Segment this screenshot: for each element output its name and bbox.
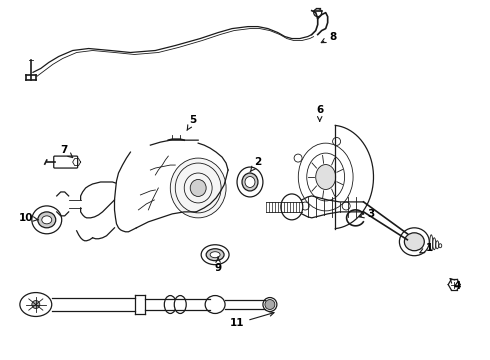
Ellipse shape (32, 206, 62, 234)
Ellipse shape (316, 165, 336, 189)
Text: 4: 4 (450, 279, 461, 291)
Text: 5: 5 (187, 115, 197, 130)
Text: 11: 11 (230, 312, 274, 328)
Text: 3: 3 (360, 209, 374, 219)
Text: 9: 9 (215, 257, 221, 273)
Ellipse shape (263, 298, 277, 311)
Text: 6: 6 (316, 105, 323, 121)
Circle shape (342, 202, 350, 210)
Circle shape (32, 301, 40, 309)
Ellipse shape (164, 296, 176, 314)
Text: 7: 7 (60, 145, 73, 158)
Text: 2: 2 (250, 157, 262, 172)
Ellipse shape (206, 249, 224, 261)
Ellipse shape (171, 158, 226, 218)
Circle shape (333, 138, 341, 145)
Text: 1: 1 (420, 243, 433, 253)
Text: 8: 8 (321, 32, 336, 42)
Ellipse shape (242, 173, 258, 191)
Ellipse shape (190, 180, 206, 197)
Circle shape (294, 154, 302, 162)
Ellipse shape (205, 296, 225, 314)
FancyBboxPatch shape (54, 156, 77, 168)
Ellipse shape (210, 252, 220, 258)
Ellipse shape (38, 212, 56, 228)
Text: 10: 10 (19, 213, 39, 223)
Ellipse shape (174, 296, 186, 314)
Ellipse shape (404, 233, 424, 251)
Ellipse shape (201, 245, 229, 265)
Ellipse shape (20, 293, 52, 316)
Circle shape (265, 300, 275, 310)
Ellipse shape (237, 167, 263, 197)
Ellipse shape (399, 228, 429, 256)
Circle shape (301, 202, 309, 210)
Ellipse shape (42, 216, 52, 224)
Ellipse shape (281, 194, 303, 220)
Ellipse shape (245, 176, 255, 188)
